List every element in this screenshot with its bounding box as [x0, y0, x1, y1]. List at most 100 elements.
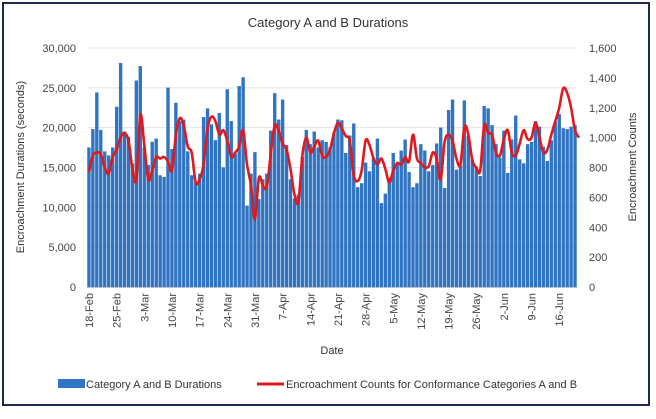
legend: Category A and B Durations Encroachment …: [58, 379, 577, 391]
y-right-tick-label: 600: [589, 192, 607, 204]
x-tick-label: 31-Mar: [250, 293, 262, 328]
bar: [107, 155, 111, 288]
bar: [482, 106, 486, 288]
x-tick-label: 7-Apr: [278, 293, 290, 320]
bar: [462, 100, 467, 288]
bar: [439, 127, 443, 288]
bar: [249, 173, 253, 288]
bar: [280, 99, 285, 288]
bar: [435, 143, 439, 288]
bar-series-durations: [87, 62, 577, 288]
bar: [162, 176, 166, 288]
bar: [288, 179, 293, 288]
y-right-tick-label: 400: [589, 222, 607, 234]
x-tick-label: 3-Mar: [139, 293, 151, 322]
bar: [229, 121, 233, 288]
bar: [276, 119, 281, 288]
bar: [324, 141, 328, 288]
bar: [490, 125, 494, 288]
bar: [545, 160, 550, 288]
bar: [269, 130, 273, 288]
bar: [431, 164, 435, 288]
bar: [118, 62, 123, 288]
y-left-tick-label: 15,000: [42, 163, 76, 175]
bar: [344, 153, 348, 288]
bar: [134, 80, 139, 288]
bar: [103, 151, 107, 288]
bar: [146, 164, 150, 288]
bar: [529, 141, 534, 288]
y-right-tick-label: 1,000: [589, 133, 617, 145]
bar: [174, 102, 178, 288]
bar: [522, 163, 526, 288]
bar: [549, 140, 553, 288]
bar: [352, 123, 356, 288]
x-tick-label: 2-Jun: [499, 293, 511, 321]
bar: [514, 115, 518, 288]
bar: [356, 187, 360, 288]
y-left-tick-label: 20,000: [42, 123, 76, 135]
bar: [458, 165, 463, 288]
bar: [466, 135, 470, 288]
bar: [284, 145, 289, 288]
bar: [371, 157, 376, 288]
bar: [320, 140, 324, 288]
bar: [257, 199, 261, 288]
bar: [423, 150, 427, 288]
bar: [553, 121, 557, 288]
bar: [494, 144, 498, 288]
bar: [114, 106, 119, 288]
bar: [340, 120, 344, 288]
bar: [498, 157, 502, 288]
counts-line: [87, 86, 581, 222]
bar: [245, 205, 249, 288]
bar: [296, 194, 301, 288]
bar: [446, 109, 451, 288]
x-tick-label: 10-Mar: [167, 293, 179, 328]
bar: [182, 119, 186, 288]
bar: [442, 188, 447, 288]
bar: [273, 93, 277, 288]
bar: [217, 113, 222, 288]
bar: [332, 132, 336, 288]
y-left-tick-label: 25,000: [42, 83, 76, 95]
bar: [99, 129, 103, 288]
bar: [403, 139, 407, 288]
y-right-tick-label: 200: [589, 252, 607, 264]
x-tick-label: 16-Jun: [554, 293, 566, 327]
bar: [383, 193, 388, 288]
bar: [233, 153, 237, 288]
x-tick-label: 28-Apr: [361, 293, 373, 326]
bar: [142, 147, 146, 288]
x-tick-label: 17-Mar: [195, 293, 207, 328]
legend-label-durations: Category A and B Durations: [86, 379, 222, 391]
bar: [569, 126, 573, 288]
bar: [419, 144, 423, 288]
x-tick-label: 5-May: [388, 293, 400, 324]
bar: [91, 129, 95, 288]
bar: [225, 89, 229, 288]
bar: [178, 121, 182, 288]
bar: [205, 108, 210, 288]
bar: [573, 125, 577, 288]
legend-swatch-durations: [58, 379, 85, 388]
bar: [138, 66, 143, 288]
y-left-tick-label: 5,000: [48, 242, 76, 254]
bar: [170, 149, 174, 288]
bar: [415, 183, 419, 288]
bar: [557, 113, 561, 288]
bar: [95, 92, 99, 288]
bar: [367, 171, 372, 288]
x-tick-label: 21-Apr: [333, 293, 345, 326]
x-tick-label: 24-Mar: [222, 293, 234, 328]
bar: [359, 183, 364, 288]
y-right-tick-label: 1,200: [589, 103, 617, 115]
legend-label-counts: Encroachment Counts for Conformance Cate…: [286, 379, 577, 391]
bar: [194, 182, 198, 288]
bar: [197, 173, 202, 288]
bar: [122, 131, 127, 288]
bar: [525, 144, 530, 288]
bar: [201, 117, 206, 288]
y-left-tick-label: 30,000: [42, 43, 76, 55]
